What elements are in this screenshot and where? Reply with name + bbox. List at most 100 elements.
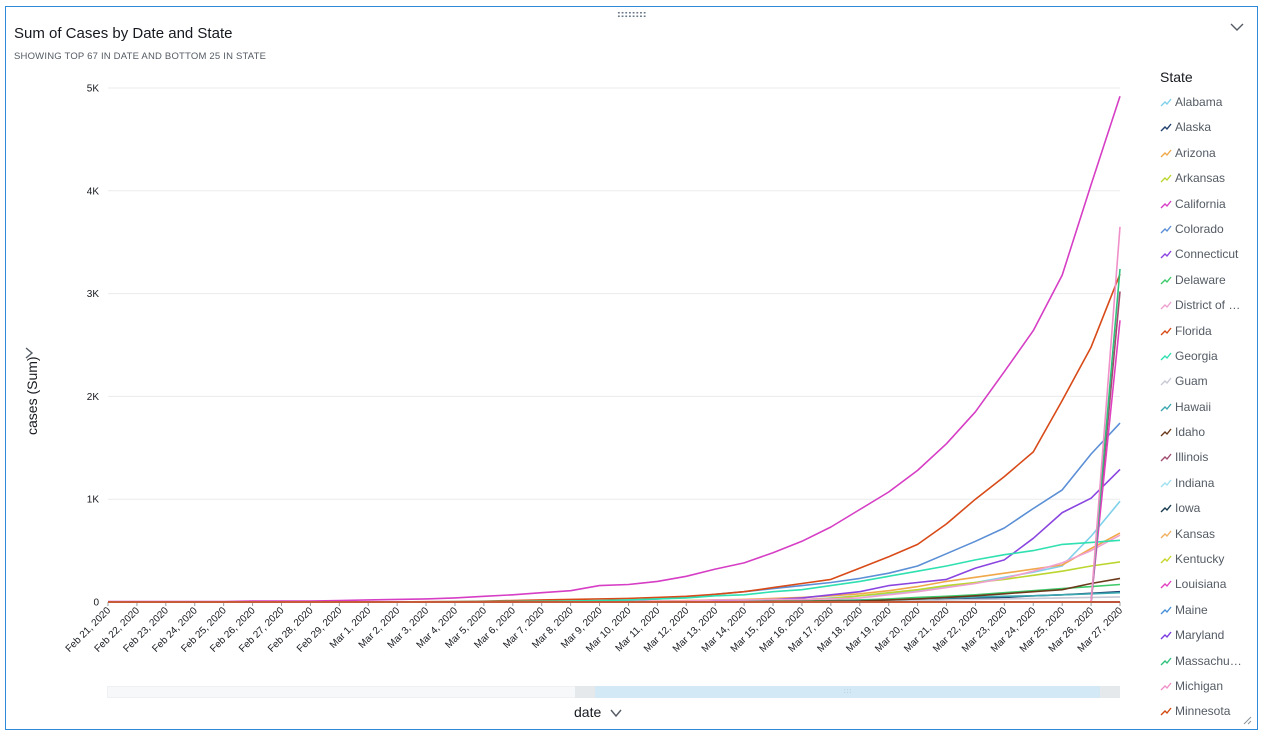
series-line-california[interactable] [108,95,1121,603]
chevron-down-icon[interactable] [609,706,623,720]
line-swatch-icon [1160,707,1172,716]
legend-label: Alabama [1175,95,1223,109]
resize-corner-icon[interactable] [1243,716,1252,725]
legend-label: Delaware [1175,272,1226,287]
legend-item[interactable]: Alaska [1160,120,1252,145]
legend-label: Massachusetts [1175,653,1247,668]
legend-item[interactable]: Maine [1160,603,1252,628]
legend-item[interactable]: Hawaii [1160,400,1252,425]
legend-label: Illinois [1175,450,1209,465]
legend-item[interactable]: Indiana [1160,476,1252,501]
chart-title: Sum of Cases by Date and State [14,25,233,42]
series-line-illinois[interactable] [108,291,1121,603]
legend-item[interactable]: Georgia [1160,349,1252,374]
legend-label: Idaho [1175,425,1206,440]
legend-label: Kentucky [1175,552,1225,567]
legend-label: Maine [1175,602,1208,617]
y-tick-label: 2K [87,392,100,403]
gridlines [108,87,1120,603]
legend-item[interactable]: Kansas [1160,527,1252,552]
legend-item[interactable]: Iowa [1160,501,1252,526]
legend-item[interactable]: Kentucky [1160,552,1252,577]
line-swatch-icon [1160,403,1172,412]
legend-label: Connecticut [1175,247,1239,262]
legend-label: Arkansas [1175,171,1226,186]
x-axis-title[interactable]: date [574,704,602,720]
line-swatch-icon [1160,530,1172,539]
legend-label: Minnesota [1175,704,1231,719]
line-swatch-icon [1160,631,1172,640]
line-swatch-icon [1160,580,1172,589]
scrollbar-right-grip[interactable] [1100,686,1120,698]
scrollbar-left-grip[interactable] [575,686,595,698]
chevron-down-icon[interactable] [1228,18,1246,36]
legend-item[interactable]: Illinois [1160,450,1252,475]
line-swatch-icon [1160,98,1172,107]
legend-item[interactable]: Michigan [1160,679,1252,704]
y-axis-title-area: cases (Sum) [6,340,46,450]
legend-item[interactable]: Maryland [1160,628,1252,653]
line-swatch-icon [1160,682,1172,691]
series-line-louisiana[interactable] [108,320,1121,603]
legend-label: Louisiana [1175,577,1227,592]
chart-subtitle: SHOWING TOP 67 IN DATE AND BOTTOM 25 IN … [14,51,267,62]
line-swatch-icon [1160,301,1172,310]
legend-label: Georgia [1175,348,1218,363]
line-swatch-icon [1160,174,1172,183]
legend: State Alabama Alaska Arizona Arkansas Califo… [1160,68,1252,722]
line-swatch-icon [1160,657,1172,666]
legend-item[interactable]: District of Columbia [1160,298,1252,323]
y-tick-label: 1K [87,495,100,506]
series-line-connecticut[interactable] [108,468,1121,603]
series-line-colorado[interactable] [108,422,1121,603]
legend-item[interactable]: Massachusetts [1160,654,1252,679]
legend-label: Indiana [1175,475,1215,490]
legend-label: Kansas [1175,526,1216,541]
legend-label: Michigan [1175,678,1224,693]
legend-label: Alaska [1175,120,1212,135]
series-line-florida[interactable] [108,273,1121,603]
legend-label: Arizona [1175,145,1216,160]
legend-item[interactable]: Connecticut [1160,247,1252,272]
legend-label: Hawaii [1175,399,1212,414]
legend-item[interactable]: Minnesota [1160,704,1252,722]
line-swatch-icon [1160,454,1172,462]
line-swatch-icon [1160,555,1172,564]
series-line-arizona[interactable] [108,532,1121,603]
legend-item[interactable]: Florida [1160,324,1252,349]
series-line-alabama[interactable] [108,500,1121,603]
legend-item[interactable]: Arkansas [1160,171,1252,196]
line-swatch-icon [1160,200,1172,209]
legend-label: Guam [1175,374,1208,389]
legend-item[interactable]: California [1160,197,1252,222]
line-swatch-icon [1160,123,1172,132]
series-line-massachusetts[interactable] [108,268,1121,603]
legend-item[interactable]: Delaware [1160,273,1252,298]
series-line-michigan[interactable] [108,226,1121,603]
legend-label: Iowa [1175,501,1201,516]
legend-item[interactable]: Arizona [1160,146,1252,171]
legend-item[interactable]: Idaho [1160,425,1252,450]
line-swatch-icon [1160,149,1172,158]
legend-items: Alabama Alaska Arizona Arkansas California Co… [1160,95,1252,722]
line-swatch-icon [1160,250,1172,259]
legend-label: Florida [1175,323,1212,338]
line-swatch-icon [1160,504,1172,513]
legend-title: State [1160,69,1193,85]
grip-icon: ::: [844,689,853,695]
line-swatch-icon [1160,606,1172,615]
legend-item[interactable]: Colorado [1160,222,1252,247]
legend-label: Maryland [1175,628,1225,643]
drag-handle-icon[interactable] [617,11,647,19]
line-swatch-icon [1160,377,1172,386]
legend-item[interactable]: Alabama [1160,95,1252,120]
line-swatch-icon [1160,479,1172,488]
legend-item[interactable]: Louisiana [1160,577,1252,602]
chevron-right-icon[interactable] [22,346,36,360]
x-axis-scrollbar-thumb[interactable] [575,686,1120,698]
series-lines [108,95,1121,603]
legend-item[interactable]: Guam [1160,374,1252,399]
line-swatch-icon [1160,327,1172,336]
